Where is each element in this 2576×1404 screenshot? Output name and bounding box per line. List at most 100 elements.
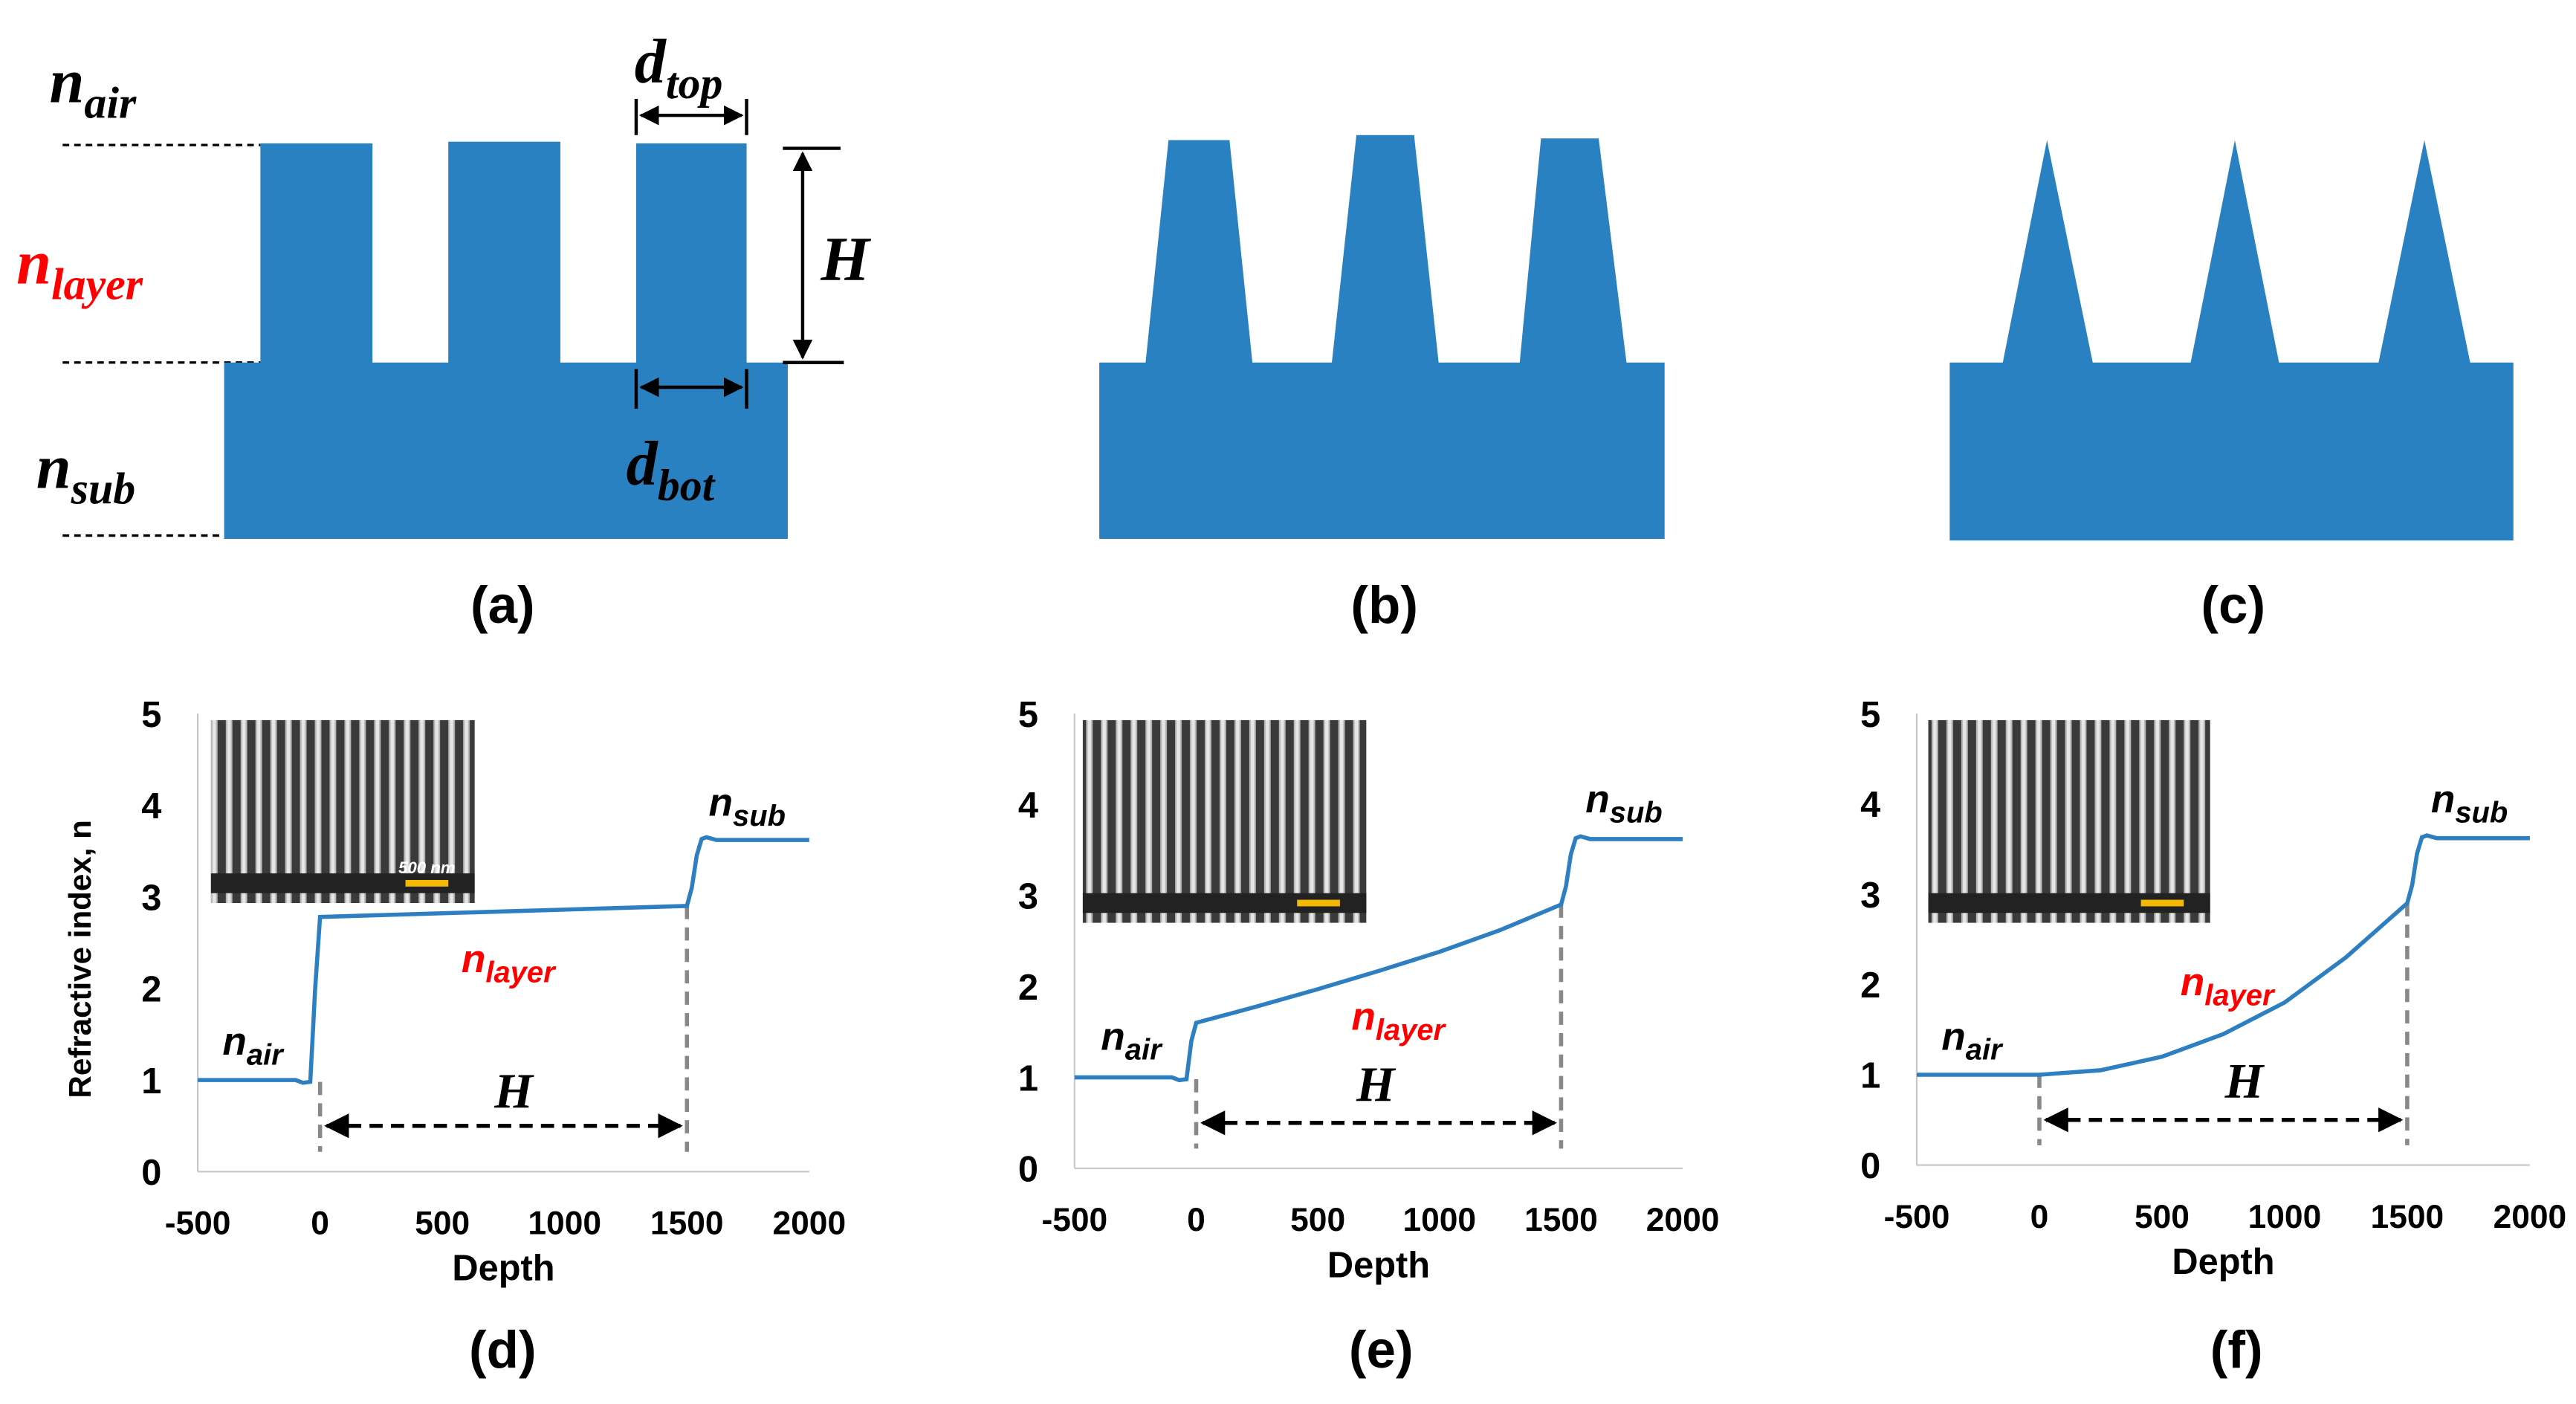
diagram-label-base: n	[16, 228, 51, 297]
curve-label: nsub	[2431, 777, 2508, 829]
curve-label-sub: layer	[1376, 1014, 1447, 1046]
x-tick-label: 2000	[2494, 1199, 2567, 1235]
curve-label-base: H	[2224, 1055, 2265, 1109]
diagram-label: nlayer	[16, 228, 143, 308]
x-tick-label: 1500	[650, 1206, 724, 1242]
y-tick-label: 3	[1860, 876, 1880, 916]
panel-label: (d)	[469, 1321, 537, 1379]
y-tick-label: 2	[1860, 965, 1880, 1006]
panel-label: (b)	[1350, 576, 1418, 635]
x-tick-label: 1000	[2248, 1199, 2322, 1235]
y-tick-label: 4	[1860, 785, 1880, 825]
curve-label-sub: air	[247, 1038, 285, 1071]
y-tick-label: 1	[1018, 1058, 1038, 1099]
curve-label: nair	[1101, 1015, 1163, 1066]
curve-label: H	[493, 1064, 534, 1119]
panel-label: (e)	[1349, 1321, 1414, 1379]
y-tick-label: 5	[1018, 695, 1038, 735]
diagram-label-base: H	[820, 225, 871, 294]
curve-label: nsub	[1585, 777, 1662, 829]
y-axis-label: Refractive index, n	[62, 820, 97, 1098]
curve-label: nair	[1941, 1015, 2004, 1066]
curve-label: nair	[222, 1020, 285, 1071]
diagram-label: dtop	[635, 28, 723, 108]
curve-label-base: n	[2431, 777, 2456, 821]
diagram-label-base: n	[50, 47, 85, 116]
curve-label-base: n	[1101, 1015, 1125, 1058]
curve-label-base: n	[1585, 777, 1610, 821]
curve-label-base: n	[222, 1020, 247, 1064]
diagram-label-sub: air	[84, 79, 137, 128]
curve-label-sub: sub	[2455, 796, 2508, 829]
inset-image	[210, 719, 475, 903]
diagram-label: H	[820, 225, 871, 294]
x-tick-label: 2000	[772, 1206, 846, 1242]
y-tick-label: 1	[141, 1061, 161, 1101]
y-tick-label: 2	[1018, 968, 1038, 1008]
x-tick-label: 1500	[1524, 1202, 1598, 1238]
diagram-label-base: n	[36, 433, 71, 502]
curve-label-base: n	[2181, 960, 2205, 1004]
inset-label: 500 nm	[398, 858, 455, 877]
x-tick-label: 500	[2135, 1199, 2190, 1235]
y-tick-label: 0	[1860, 1146, 1880, 1186]
curve-label-base: n	[709, 780, 734, 824]
x-tick-label: 1000	[1402, 1202, 1476, 1238]
x-axis-label: Depth	[1327, 1245, 1430, 1285]
diagram-label: nsub	[36, 433, 135, 513]
diagram-label-sub: sub	[71, 464, 136, 513]
y-tick-label: 3	[1018, 877, 1038, 917]
curve-label-sub: air	[1966, 1034, 2004, 1067]
y-tick-label: 2	[141, 970, 161, 1010]
y-tick-label: 5	[141, 695, 161, 735]
curve-label-base: H	[493, 1064, 534, 1119]
x-tick-label: 1500	[2371, 1199, 2444, 1235]
curve-label-base: H	[1356, 1058, 1397, 1112]
diagram-label-sub: layer	[51, 259, 143, 308]
diagram-a	[62, 99, 844, 540]
x-tick-label: 0	[311, 1206, 329, 1242]
diagram-label-sub: top	[666, 59, 723, 108]
inset-image	[1082, 719, 1367, 923]
curve-label: H	[1356, 1058, 1397, 1112]
inset-scalebar	[1297, 899, 1340, 907]
curve-label: H	[2224, 1055, 2265, 1109]
inset-scalebar	[405, 879, 449, 887]
x-tick-label: 0	[2030, 1199, 2049, 1235]
curve-label-sub: air	[1125, 1034, 1163, 1067]
panel-label: (a)	[470, 576, 535, 635]
diagram-label-base: d	[635, 28, 667, 97]
curve-label: nlayer	[462, 937, 557, 989]
curve-label: nlayer	[2181, 960, 2276, 1012]
curve-label: nsub	[709, 780, 786, 832]
y-tick-label: 4	[1018, 786, 1038, 826]
curve-label: nlayer	[1351, 995, 1446, 1046]
panel-label: (c)	[2201, 576, 2265, 635]
x-tick-label: -500	[1884, 1199, 1950, 1235]
inset-image	[1928, 719, 2210, 923]
curve-label-sub: layer	[485, 956, 557, 989]
y-tick-label: 0	[141, 1153, 161, 1193]
curve-label-base: n	[1941, 1015, 1966, 1058]
curve-label-base: n	[462, 937, 486, 981]
x-tick-label: 500	[415, 1206, 470, 1242]
diagram-b	[1099, 135, 1665, 540]
x-tick-label: 500	[1290, 1202, 1345, 1238]
refractive-index-line	[1916, 833, 2530, 1077]
y-tick-label: 0	[1018, 1150, 1038, 1190]
x-axis-label: Depth	[452, 1249, 554, 1289]
refractive-index-line	[198, 835, 809, 1085]
x-tick-label: -500	[1041, 1202, 1107, 1238]
diagram-label-sub: bot	[658, 461, 716, 510]
refractive-index-line	[1074, 834, 1683, 1083]
x-tick-label: 0	[1187, 1202, 1206, 1238]
diagram-c	[1949, 140, 2514, 541]
diagram-label-base: d	[627, 430, 659, 499]
panel-label: (f)	[2210, 1321, 2263, 1379]
x-tick-label: -500	[165, 1206, 231, 1242]
curve-label-base: n	[1351, 995, 1376, 1039]
curve-label-sub: layer	[2204, 979, 2276, 1012]
y-tick-label: 4	[141, 786, 161, 826]
